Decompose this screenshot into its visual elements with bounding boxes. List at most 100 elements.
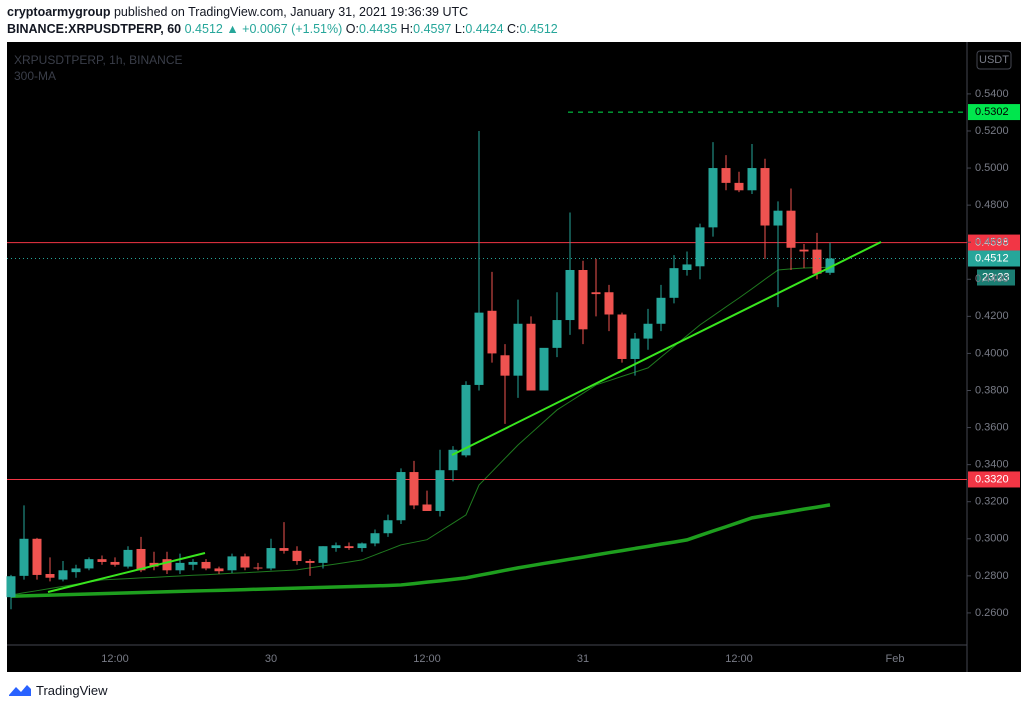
price-labels: 0.5302 0.4598 0.3320 0.4512 23:23 — [968, 104, 1020, 488]
candle-body — [71, 568, 81, 573]
logo — [9, 685, 31, 696]
trendline — [47, 552, 206, 593]
last-price-label: 0.4512 — [975, 252, 1009, 264]
candle-body — [565, 270, 575, 321]
currency-box[interactable] — [976, 50, 1012, 70]
ohlc-value: 0.4512 — [519, 22, 558, 36]
price-label-box — [968, 234, 1020, 251]
y-tick-label: 0.3600 — [975, 421, 1009, 433]
brand[interactable]: TradingView — [36, 682, 108, 698]
ohlc-value: 0.4435 — [358, 22, 398, 36]
ohlc-label: H: — [400, 22, 414, 36]
symbol-line: BINANCE:XRPUSDTPERP, 60 0.4512 ▲ +0.0067… — [7, 21, 558, 38]
candle-body — [227, 556, 237, 571]
ohlc-value: 0.4597 — [413, 22, 452, 36]
ohlc-label: C: — [507, 22, 520, 36]
candle-body — [32, 538, 42, 575]
candle-body — [305, 561, 315, 563]
candle-body — [123, 549, 133, 567]
trendline — [451, 241, 882, 456]
price-label: 0.4598 — [975, 236, 1009, 248]
candle-body — [474, 312, 484, 385]
y-tick-label: 0.5400 — [975, 88, 1009, 100]
candle-body — [786, 210, 796, 248]
candle-body — [435, 470, 445, 511]
candle-body — [136, 548, 146, 571]
candle-body — [318, 546, 328, 563]
y-tick-label: 0.3200 — [975, 496, 1009, 508]
candle-body — [279, 548, 289, 551]
x-tick-label: 12:00 — [101, 653, 129, 665]
x-tick-label: 12:00 — [413, 653, 441, 665]
indicator-label: 300-MA — [14, 69, 56, 83]
chart-label: XRPUSDTPERP, 1h, BINANCE — [14, 53, 183, 67]
y-tick-label: 0.4000 — [975, 347, 1009, 359]
candle-body — [357, 543, 367, 549]
x-tick-label: 31 — [577, 653, 589, 665]
publish-info: published on TradingView.com, January 31… — [113, 5, 469, 19]
y-tick-label: 0.4400 — [975, 273, 1009, 285]
candle-body — [6, 576, 16, 598]
price-label: 0.5302 — [975, 106, 1009, 118]
candle-body — [669, 268, 679, 298]
candle-body — [201, 561, 211, 569]
price-label-box — [968, 471, 1020, 488]
candle-body — [188, 561, 198, 565]
candle-body — [175, 562, 185, 571]
symbol: BINANCE:XRPUSDTPERP, 60 — [7, 22, 182, 36]
candle-body — [487, 310, 497, 354]
candle-body — [656, 297, 666, 324]
candle-body — [734, 182, 744, 191]
footer: TradingView — [8, 682, 108, 698]
candle-body — [578, 270, 588, 330]
y-tick-label: 0.2600 — [975, 607, 1009, 619]
candle-body — [552, 320, 562, 348]
ohlc-label: L: — [454, 22, 466, 36]
candle-body — [240, 556, 250, 568]
y-tick-label: 0.5200 — [975, 125, 1009, 137]
candle-body — [591, 292, 601, 295]
last-price-box — [968, 250, 1020, 267]
x-tick-label: 12:00 — [725, 653, 753, 665]
y-tick-label: 0.4200 — [975, 310, 1009, 322]
price-label: 0.3320 — [975, 473, 1009, 485]
candle-body — [721, 168, 731, 183]
y-tick-label: 0.2800 — [975, 570, 1009, 582]
candle-body — [695, 227, 705, 267]
candle-body — [643, 323, 653, 339]
moving-average — [10, 503, 831, 598]
candle-body — [214, 568, 224, 572]
candle-body — [773, 210, 783, 226]
candle-body — [409, 472, 419, 506]
candle-body — [708, 168, 718, 228]
candle-body — [19, 538, 29, 576]
publisher[interactable]: cryptoarmygroup — [7, 5, 111, 19]
candle-body — [396, 472, 406, 521]
candle-body — [812, 249, 822, 274]
change: ▲ +0.0067 (+1.51%) — [226, 22, 343, 36]
candle-body — [422, 504, 432, 511]
candle-body — [799, 249, 809, 252]
candle-body — [448, 449, 458, 471]
candle-body — [266, 548, 276, 569]
countdown: 23:23 — [982, 271, 1010, 283]
candle-body — [383, 520, 393, 534]
y-tick-label: 0.3000 — [975, 533, 1009, 545]
candle-body — [84, 559, 94, 569]
candle-body — [253, 567, 263, 569]
candle-body — [97, 559, 107, 562]
candle-body — [331, 545, 341, 549]
candle-body — [500, 355, 510, 376]
y-tick-label: 0.5000 — [975, 162, 1009, 174]
plot — [6, 111, 967, 610]
last-price: 0.4512 — [184, 22, 223, 36]
candle-body — [292, 550, 302, 562]
countdown-box — [977, 269, 1015, 286]
publish-line: cryptoarmygroup published on TradingView… — [7, 4, 558, 21]
candle-body — [110, 561, 120, 565]
ohlc-value: 0.4424 — [465, 22, 504, 36]
currency: USDT — [979, 54, 1009, 66]
candle-body — [513, 323, 523, 376]
